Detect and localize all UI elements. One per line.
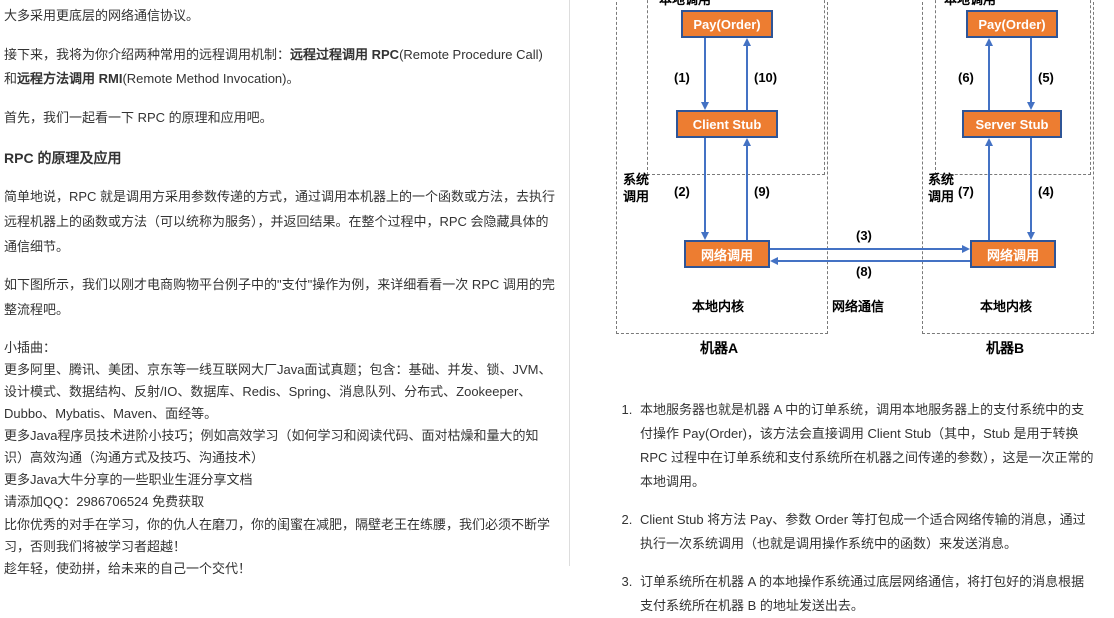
edge-7: (7)	[958, 184, 974, 199]
paragraph: 接下来，我将为你介绍两种常用的远程调用机制：远程过程调用 RPC(Remote …	[4, 43, 557, 92]
arrow	[988, 146, 990, 240]
local-call-a-label: 本地调用	[659, 0, 711, 8]
arrow-head	[743, 38, 751, 46]
machine-a-label: 机器A	[700, 338, 738, 358]
arrow	[704, 138, 706, 232]
edge-5: (5)	[1038, 70, 1054, 85]
rpc-diagram: 本地调用 本地调用 系统 调用 系统 调用 本地内核 本地内核 网络通信 机器A…	[616, 0, 1094, 358]
edge-6: (6)	[958, 70, 974, 85]
paragraph: 小插曲： 更多阿里、腾讯、美团、京东等一线互联网大厂Java面试真题；包含：基础…	[4, 337, 557, 580]
box-b-net: 网络调用	[970, 240, 1056, 268]
edge-4: (4)	[1038, 184, 1054, 199]
arrow	[1030, 38, 1032, 102]
edge-8: (8)	[856, 264, 872, 279]
arrow	[770, 248, 962, 250]
left-column: 大多采用更底层的网络通信协议。 接下来，我将为你介绍两种常用的远程调用机制：远程…	[0, 0, 570, 566]
arrow-head	[1027, 232, 1035, 240]
right-column: 本地调用 本地调用 系统 调用 系统 调用 本地内核 本地内核 网络通信 机器A…	[570, 0, 1114, 566]
box-a-stub: Client Stub	[676, 110, 778, 138]
arrow-head	[985, 38, 993, 46]
arrow	[746, 46, 748, 110]
arrow-head	[770, 257, 778, 265]
edge-10: (10)	[754, 70, 777, 85]
arrow-head	[701, 102, 709, 110]
kernel-b-label: 本地内核	[980, 296, 1032, 315]
arrow-head	[701, 232, 709, 240]
arrow-head	[1027, 102, 1035, 110]
arrow	[778, 260, 970, 262]
paragraph: 大多采用更底层的网络通信协议。	[4, 4, 557, 29]
box-b-stub: Server Stub	[962, 110, 1062, 138]
section-heading: RPC 的原理及应用	[4, 145, 557, 172]
list-item: Client Stub 将方法 Pay、参数 Order 等打包成一个适合网络传…	[636, 508, 1094, 556]
arrow-head	[962, 245, 970, 253]
box-b-pay: Pay(Order)	[966, 10, 1058, 38]
edge-2: (2)	[674, 184, 690, 199]
box-a-net: 网络调用	[684, 240, 770, 268]
sys-call-b-label: 系统 调用	[928, 172, 954, 206]
list-item: 订单系统所在机器 A 的本地操作系统通过底层网络通信，将打包好的消息根据支付系统…	[636, 570, 1094, 618]
kernel-a-label: 本地内核	[692, 296, 744, 315]
box-a-pay: Pay(Order)	[681, 10, 773, 38]
paragraph: 简单地说，RPC 就是调用方采用参数传递的方式，通过调用本机器上的一个函数或方法…	[4, 185, 557, 259]
paragraph: 如下图所示，我们以刚才电商购物平台例子中的"支付"操作为例，来详细看看一次 RP…	[4, 273, 557, 322]
edge-3: (3)	[856, 228, 872, 243]
machine-b-label: 机器B	[986, 338, 1024, 358]
list-item: 本地服务器也就是机器 A 中的订单系统，调用本地服务器上的支付系统中的支付操作 …	[636, 398, 1094, 494]
edge-1: (1)	[674, 70, 690, 85]
sys-call-a-label: 系统 调用	[623, 172, 649, 206]
explanation-list: 本地服务器也就是机器 A 中的订单系统，调用本地服务器上的支付系统中的支付操作 …	[616, 398, 1094, 618]
arrow-head	[985, 138, 993, 146]
arrow	[988, 46, 990, 110]
arrow-head	[743, 138, 751, 146]
arrow	[1030, 138, 1032, 232]
paragraph: 首先，我们一起看一下 RPC 的原理和应用吧。	[4, 106, 557, 131]
local-call-b-label: 本地调用	[944, 0, 996, 8]
arrow	[746, 146, 748, 240]
net-comm-label: 网络通信	[832, 296, 884, 315]
edge-9: (9)	[754, 184, 770, 199]
arrow	[704, 38, 706, 102]
